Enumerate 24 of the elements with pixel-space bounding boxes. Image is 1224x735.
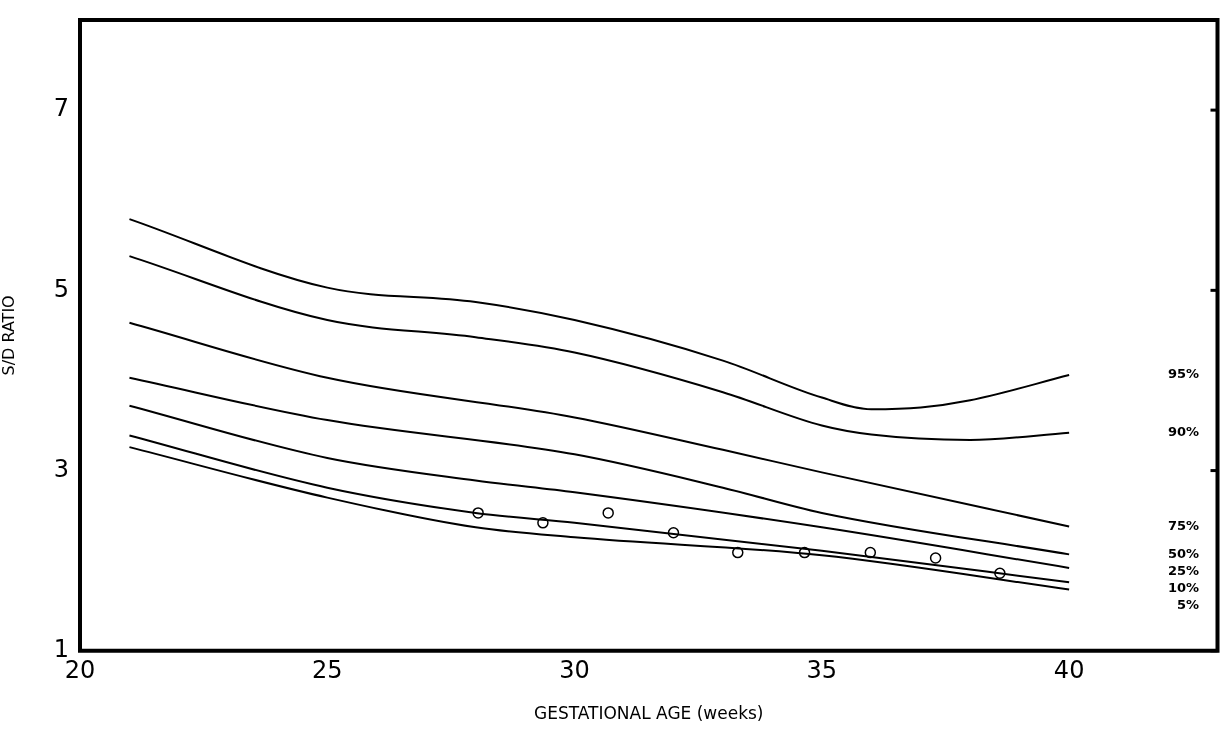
line-series [128,255,1071,441]
text: 90% [1168,424,1200,440]
point [602,507,614,519]
x-axis-title: GESTATIONAL AGE (weeks) [533,703,764,724]
line-series [128,321,1071,528]
y-tick-label: 7 [53,94,69,123]
text: 25% [1168,562,1200,578]
x-tick-label: 40 [1053,656,1085,685]
text: 10% [1168,579,1200,595]
line-series [128,218,1071,411]
text: 75% [1168,517,1200,533]
y-tick-label: 5 [53,274,69,303]
x-tick-label: 30 [559,656,590,685]
y-axis-title: S/D RATIO [0,295,18,376]
text: 50% [1168,545,1200,561]
x-tick-label: 35 [806,656,838,685]
line-series [128,376,1071,556]
y-tick-label: 3 [53,454,69,483]
x-tick-label: 25 [312,656,343,685]
text: 95% [1168,366,1200,382]
text: 5% [1177,596,1200,612]
line-series [128,404,1071,569]
x-tick-label: 20 [64,656,96,685]
point [929,552,942,564]
